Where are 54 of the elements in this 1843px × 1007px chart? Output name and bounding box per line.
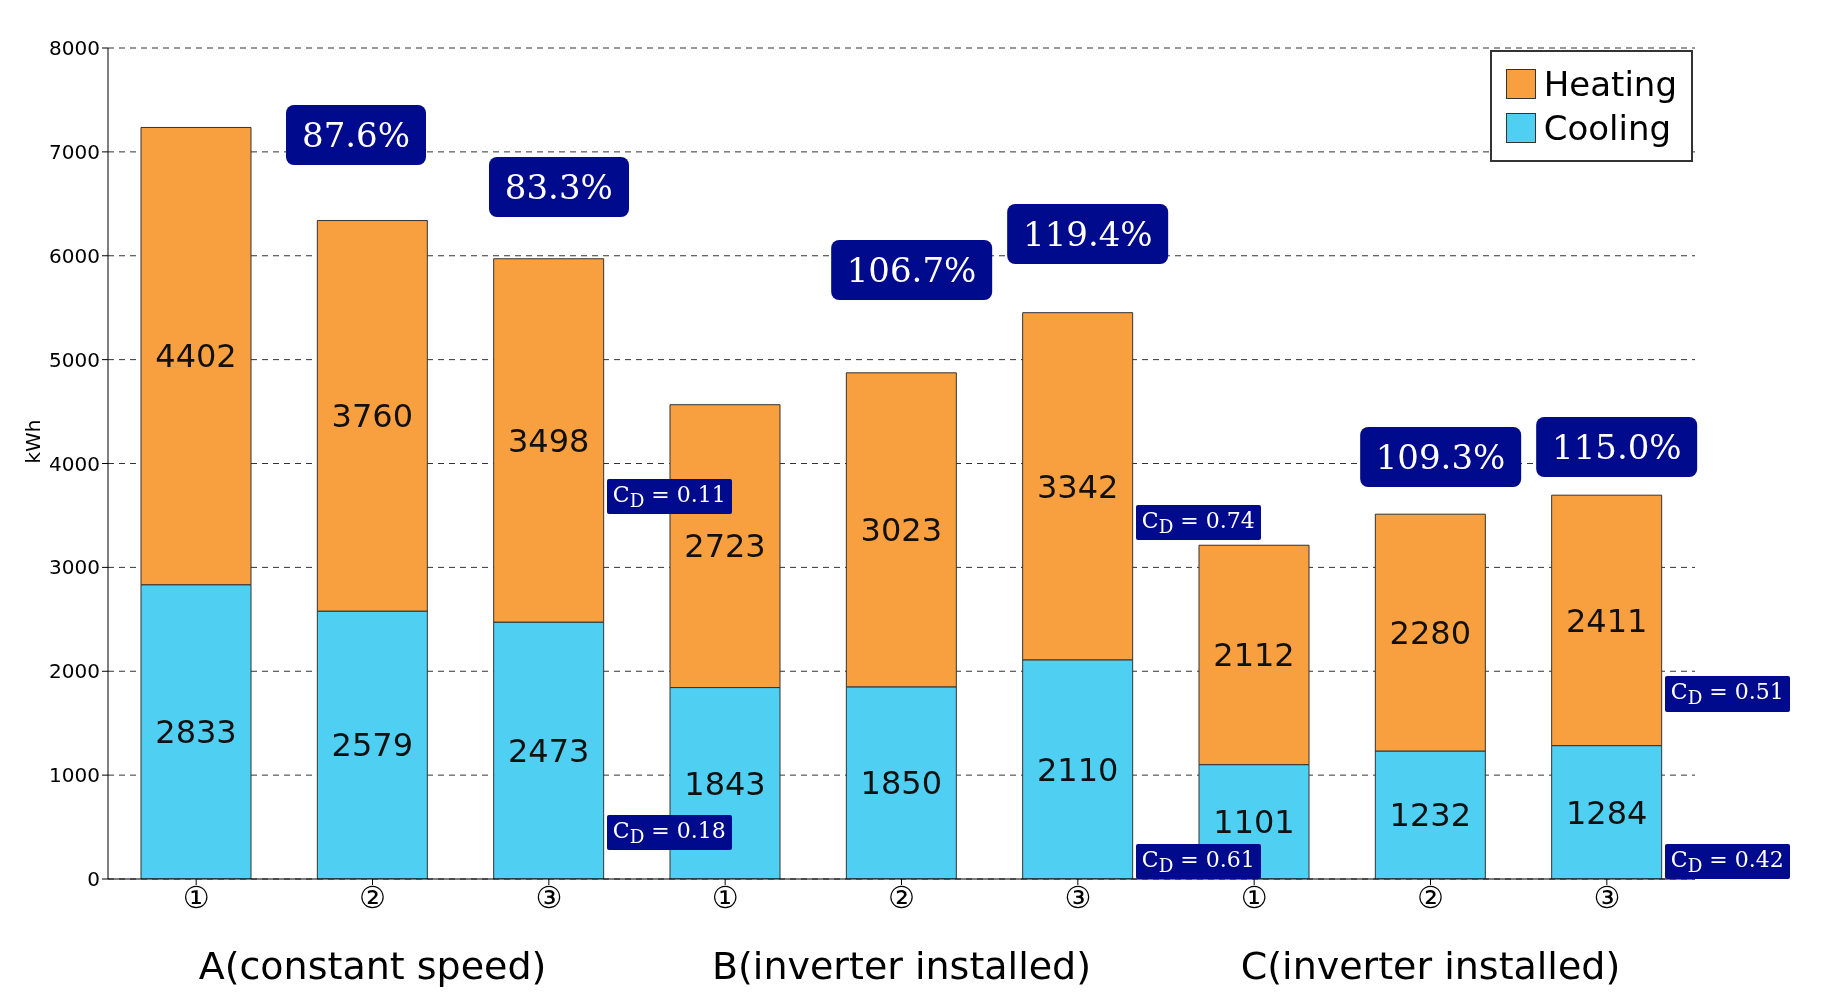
annotation: 83.3% <box>488 157 629 218</box>
data-label: 3023 <box>860 511 943 550</box>
annotation: 106.7% <box>830 240 993 301</box>
annotation: C$_{D}$ = 0.74 <box>1135 505 1261 541</box>
data-label: 2723 <box>684 527 766 566</box>
x-tick-label: ② <box>1417 880 1444 916</box>
data-label: 2579 <box>331 726 414 765</box>
annotation: 119.4% <box>1007 203 1169 264</box>
x-tick-label: ② <box>359 880 386 916</box>
legend-label: Heating <box>1543 64 1677 104</box>
annotation: C$_{D}$ = 0.18 <box>606 814 732 850</box>
data-label: 3342 <box>1036 467 1119 506</box>
data-label: 1232 <box>1389 796 1472 835</box>
x-tick-label: ① <box>182 880 210 916</box>
y-tick-label: 7000 <box>49 139 100 164</box>
annotation: 109.3% <box>1359 427 1522 488</box>
y-axis-title: kWh <box>21 419 46 464</box>
data-label: 2833 <box>155 713 237 752</box>
data-label: 2112 <box>1213 636 1295 675</box>
annotation: C$_{D}$ = 0.42 <box>1664 843 1790 880</box>
x-tick-label: ③ <box>535 880 563 916</box>
x-tick-label: ③ <box>1064 880 1092 916</box>
y-tick-label: 6000 <box>49 243 100 268</box>
data-label: 1843 <box>684 764 766 803</box>
x-tick-label: ① <box>711 880 739 916</box>
annotation: 115.0% <box>1536 416 1698 477</box>
data-label: 4402 <box>155 337 237 376</box>
y-tick-label: 2000 <box>49 659 100 684</box>
annotation: 87.6% <box>286 105 427 166</box>
y-tick-label: 5000 <box>49 347 100 372</box>
data-label: 2280 <box>1389 613 1472 652</box>
y-tick-label: 8000 <box>49 36 100 61</box>
text: A(constant speed) <box>197 944 548 988</box>
y-tick-label: 4000 <box>49 451 100 476</box>
annotation: C$_{D}$ = 0.11 <box>606 479 732 515</box>
x-tick-label: ② <box>888 880 915 916</box>
data-label: 2110 <box>1036 750 1119 789</box>
y-tick-label: 3000 <box>49 555 100 580</box>
data-label: 1284 <box>1565 793 1648 832</box>
text: B(inverter installed) <box>710 944 1093 988</box>
data-label: 2411 <box>1565 601 1648 640</box>
data-label: 3760 <box>331 397 414 436</box>
annotation: C$_{D}$ = 0.51 <box>1664 676 1790 712</box>
text: C(inverter installed) <box>1239 944 1622 988</box>
data-label: 1850 <box>860 764 943 803</box>
legend-label: Cooling <box>1543 108 1672 148</box>
x-tick-label: ③ <box>1593 880 1621 916</box>
y-tick-label: 0 <box>87 867 100 892</box>
data-label: 1101 <box>1213 803 1295 842</box>
data-label: 2473 <box>507 731 590 770</box>
x-tick-label: ① <box>1240 880 1268 916</box>
data-label: 3498 <box>507 421 590 460</box>
annotation: C$_{D}$ = 0.61 <box>1135 843 1261 880</box>
y-tick-label: 1000 <box>49 763 100 788</box>
